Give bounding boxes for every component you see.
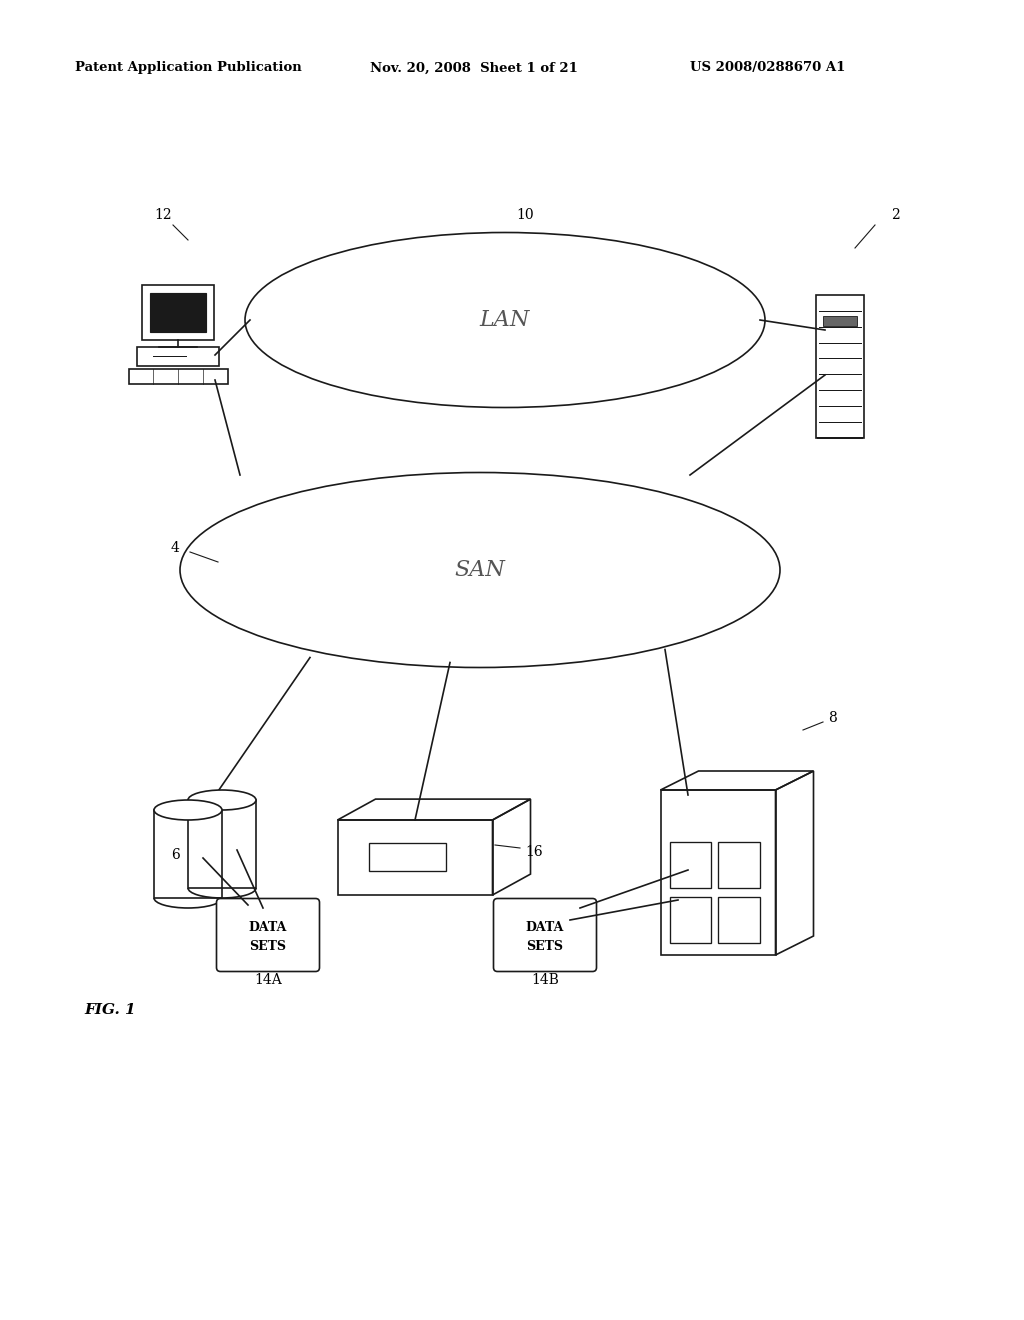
Text: 12: 12 — [155, 209, 172, 222]
Text: LAN: LAN — [480, 309, 530, 331]
Text: 10: 10 — [516, 209, 534, 222]
FancyBboxPatch shape — [823, 317, 857, 326]
Text: 4: 4 — [171, 541, 179, 554]
FancyBboxPatch shape — [216, 899, 319, 972]
Text: FIG. 1: FIG. 1 — [84, 1003, 136, 1016]
Text: 8: 8 — [828, 711, 837, 725]
Text: Patent Application Publication: Patent Application Publication — [75, 62, 302, 74]
Text: SETS: SETS — [250, 940, 287, 953]
Text: DATA: DATA — [525, 921, 564, 933]
FancyBboxPatch shape — [494, 899, 597, 972]
Text: 16: 16 — [525, 845, 543, 859]
Ellipse shape — [154, 800, 222, 820]
Text: US 2008/0288670 A1: US 2008/0288670 A1 — [690, 62, 846, 74]
Text: SAN: SAN — [455, 558, 506, 581]
FancyBboxPatch shape — [151, 293, 206, 333]
Text: DATA: DATA — [249, 921, 287, 933]
Text: 14B: 14B — [531, 973, 559, 987]
Text: SETS: SETS — [526, 940, 563, 953]
Text: 2: 2 — [891, 209, 899, 222]
Text: 6: 6 — [172, 847, 180, 862]
Text: Nov. 20, 2008  Sheet 1 of 21: Nov. 20, 2008 Sheet 1 of 21 — [370, 62, 578, 74]
Text: 14A: 14A — [254, 973, 282, 987]
Ellipse shape — [188, 789, 256, 810]
